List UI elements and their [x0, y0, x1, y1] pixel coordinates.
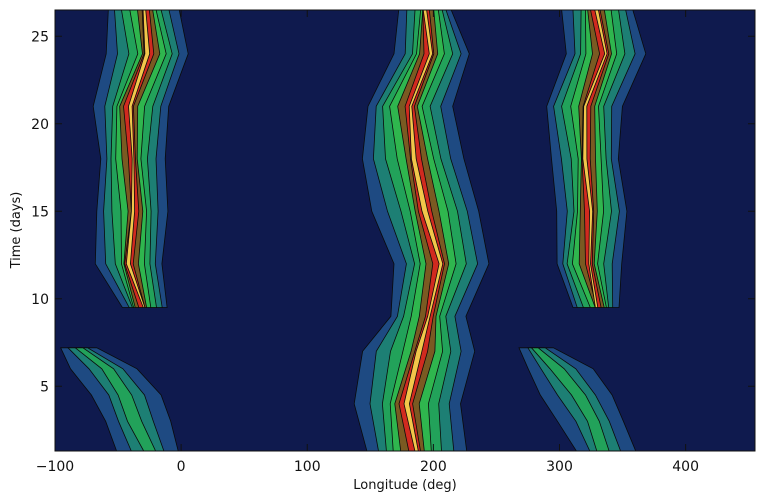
x-tick-label: −100: [36, 459, 74, 475]
band-3-upper-level-6: [581, 10, 610, 308]
x-tick-label: 400: [672, 459, 699, 475]
plot-frame: [54, 9, 756, 452]
x-tick-label: 0: [177, 459, 186, 475]
band-1-lower-level-3: [74, 347, 157, 451]
x-tick-label: 200: [420, 459, 447, 475]
band-1-upper-level-7: [125, 10, 151, 308]
x-tick-label: 100: [294, 459, 321, 475]
y-axis: 5 10 15 20 25: [31, 29, 755, 395]
contour-layer: [60, 10, 647, 451]
y-tick-label: 10: [31, 292, 49, 308]
band-3-upper-level-7: [582, 10, 608, 308]
y-tick-label: 20: [31, 117, 49, 133]
band-2-central-level-7: [403, 10, 444, 451]
y-tick-label: 15: [31, 204, 49, 220]
y-axis-label: Time (days): [9, 192, 24, 270]
x-axis: −100 0 100 200 300 400: [36, 10, 699, 475]
y-tick-label: 5: [40, 379, 49, 395]
band-3-lower-level-3: [530, 347, 610, 451]
y-tick-label: 25: [31, 29, 49, 45]
x-axis-label: Longitude (deg): [353, 478, 456, 493]
x-tick-label: 300: [546, 459, 573, 475]
